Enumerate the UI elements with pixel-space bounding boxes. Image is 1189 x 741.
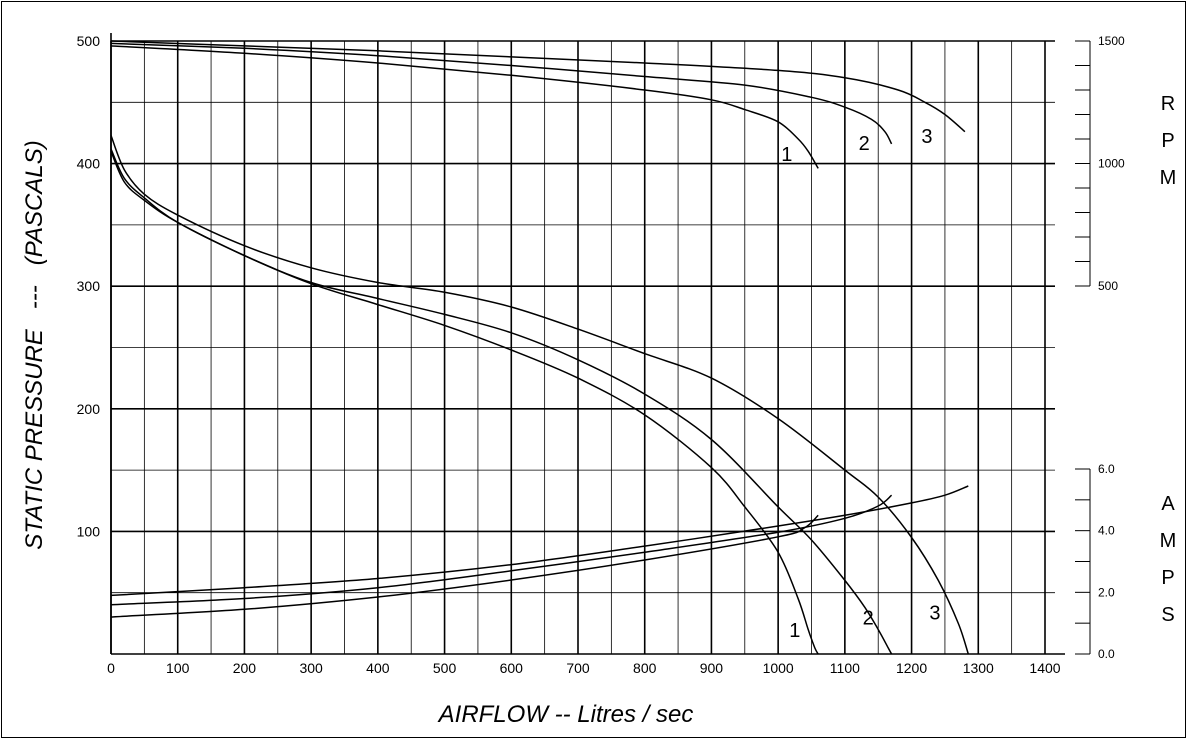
- x-tick-label: 100: [166, 660, 190, 676]
- x-tick-label: 1000: [763, 660, 794, 676]
- curve-label-3: 3: [929, 603, 940, 625]
- y-tick-label: 300: [77, 278, 101, 294]
- x-tick-label: 1400: [1029, 660, 1060, 676]
- y-axis-title: STATIC PRESSURE --- (PASCALS): [21, 140, 48, 549]
- amps-axis-letter: A: [1161, 493, 1175, 515]
- curve-label-1: 1: [789, 620, 800, 642]
- x-tick-label: 1300: [963, 660, 994, 676]
- x-tick-label: 1200: [896, 660, 927, 676]
- pressure-curve-3: [110, 135, 970, 655]
- x-tick-label: 800: [633, 660, 657, 676]
- rpm-axis-letter: R: [1161, 93, 1175, 115]
- rpm-axis-letter: P: [1161, 130, 1174, 152]
- x-tick-label: 400: [366, 660, 390, 676]
- x-tick-label: 200: [233, 660, 257, 676]
- y-tick-label: 200: [77, 401, 101, 417]
- x-tick-label: 700: [566, 660, 590, 676]
- curve-label-3: 3: [921, 126, 932, 148]
- amps-axis-letter: M: [1160, 530, 1177, 552]
- series-group: [110, 40, 970, 655]
- x-tick-label: 500: [433, 660, 457, 676]
- grid: [110, 40, 1055, 654]
- y-tick-label: 500: [77, 33, 101, 49]
- axes: 0 100 200 300 400 500 600 700 800 900 1000 1100 1200…: [77, 33, 1177, 676]
- rpm-tick-label: 1500: [1098, 34, 1125, 48]
- amps-tick-label: 6.0: [1098, 462, 1115, 476]
- amps-tick-label: 2.0: [1098, 585, 1115, 599]
- x-tick-label: 1100: [830, 660, 860, 676]
- rpm-curve-1: [110, 45, 819, 169]
- y-tick-label: 100: [77, 523, 101, 539]
- x-tick-label: 300: [299, 660, 323, 676]
- x-tick-label: 0: [107, 660, 115, 676]
- y-tick-label: 400: [77, 156, 101, 172]
- amps-curve-1: [110, 514, 819, 618]
- amps-curve-2: [110, 494, 893, 606]
- x-axis-title: AIRFLOW -- Litres / sec: [437, 701, 694, 728]
- rpm-tick-label: 500: [1098, 279, 1118, 293]
- curve-label-2: 2: [859, 133, 870, 155]
- amps-axis-letter: P: [1161, 567, 1174, 589]
- curve-label-1: 1: [781, 144, 792, 166]
- curve-labels: 1 2 3 1 2 3: [781, 126, 940, 642]
- x-tick-label: 900: [700, 660, 724, 676]
- x-tick-label: 600: [500, 660, 524, 676]
- rpm-curve-3: [110, 40, 966, 133]
- amps-axis-letter: S: [1161, 604, 1174, 626]
- rpm-axis-letter: M: [1160, 167, 1177, 189]
- curve-label-2: 2: [863, 608, 874, 630]
- pressure-curve-2: [110, 148, 893, 655]
- rpm-tick-label: 1000: [1098, 157, 1125, 171]
- amps-tick-label: 4.0: [1098, 524, 1115, 538]
- amps-tick-label: 0.0: [1098, 647, 1115, 661]
- rpm-curve-2: [110, 42, 893, 145]
- amps-curve-3: [110, 485, 969, 597]
